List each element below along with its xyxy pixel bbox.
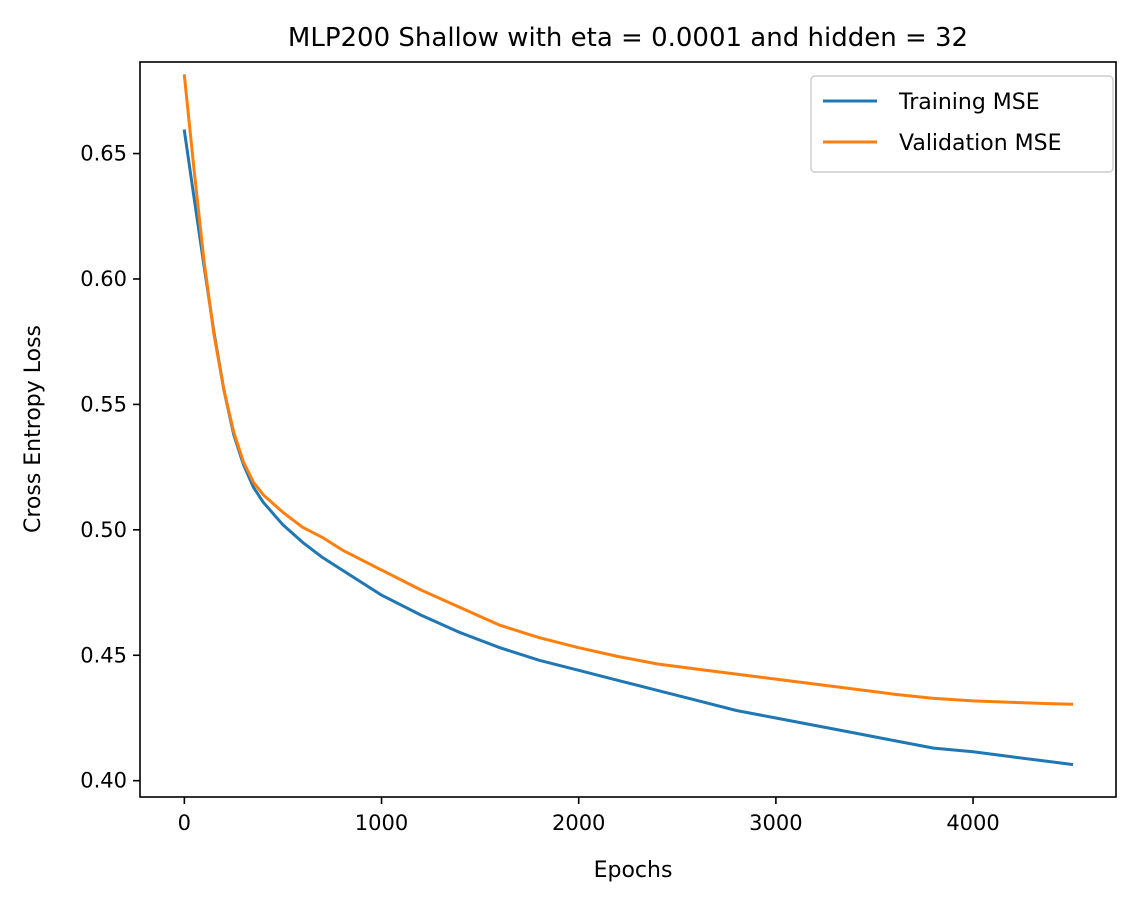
- axes: 0 1000 2000 3000 4000 0.40 0.45 0.50 0.55 0.60 0.6…: [80, 61, 1117, 835]
- y-tick-label: 0.65: [80, 142, 127, 166]
- y-tick-label: 0.50: [80, 518, 127, 542]
- legend: Training MSE Validation MSE: [810, 75, 1114, 173]
- x-tick-label: 1000: [355, 811, 408, 835]
- series-line-2: [182, 74, 1074, 706]
- x-tick-label: 4000: [946, 811, 999, 835]
- y-axis-title: Cross Entropy Loss: [21, 325, 46, 533]
- x-axis-title: Epochs: [594, 858, 673, 883]
- chart-title: MLP200 Shallow with eta = 0.0001 and hid…: [288, 23, 968, 53]
- x-tick-label: 0: [178, 811, 191, 835]
- y-tick-label: 0.40: [80, 769, 127, 793]
- series-line-1: [182, 129, 1074, 767]
- x-tick-label: 2000: [552, 811, 605, 835]
- y-tick-label: 0.60: [80, 267, 127, 291]
- y-tick-label: 0.55: [80, 392, 127, 416]
- plot-area: [182, 74, 1074, 767]
- axes-frame: [139, 61, 1117, 798]
- x-tick-label: 3000: [749, 811, 802, 835]
- y-tick-label: 0.45: [80, 643, 127, 667]
- legend-box: [810, 75, 1114, 173]
- legend-label: Training MSE: [898, 90, 1040, 115]
- legend-label: Validation MSE: [899, 131, 1061, 156]
